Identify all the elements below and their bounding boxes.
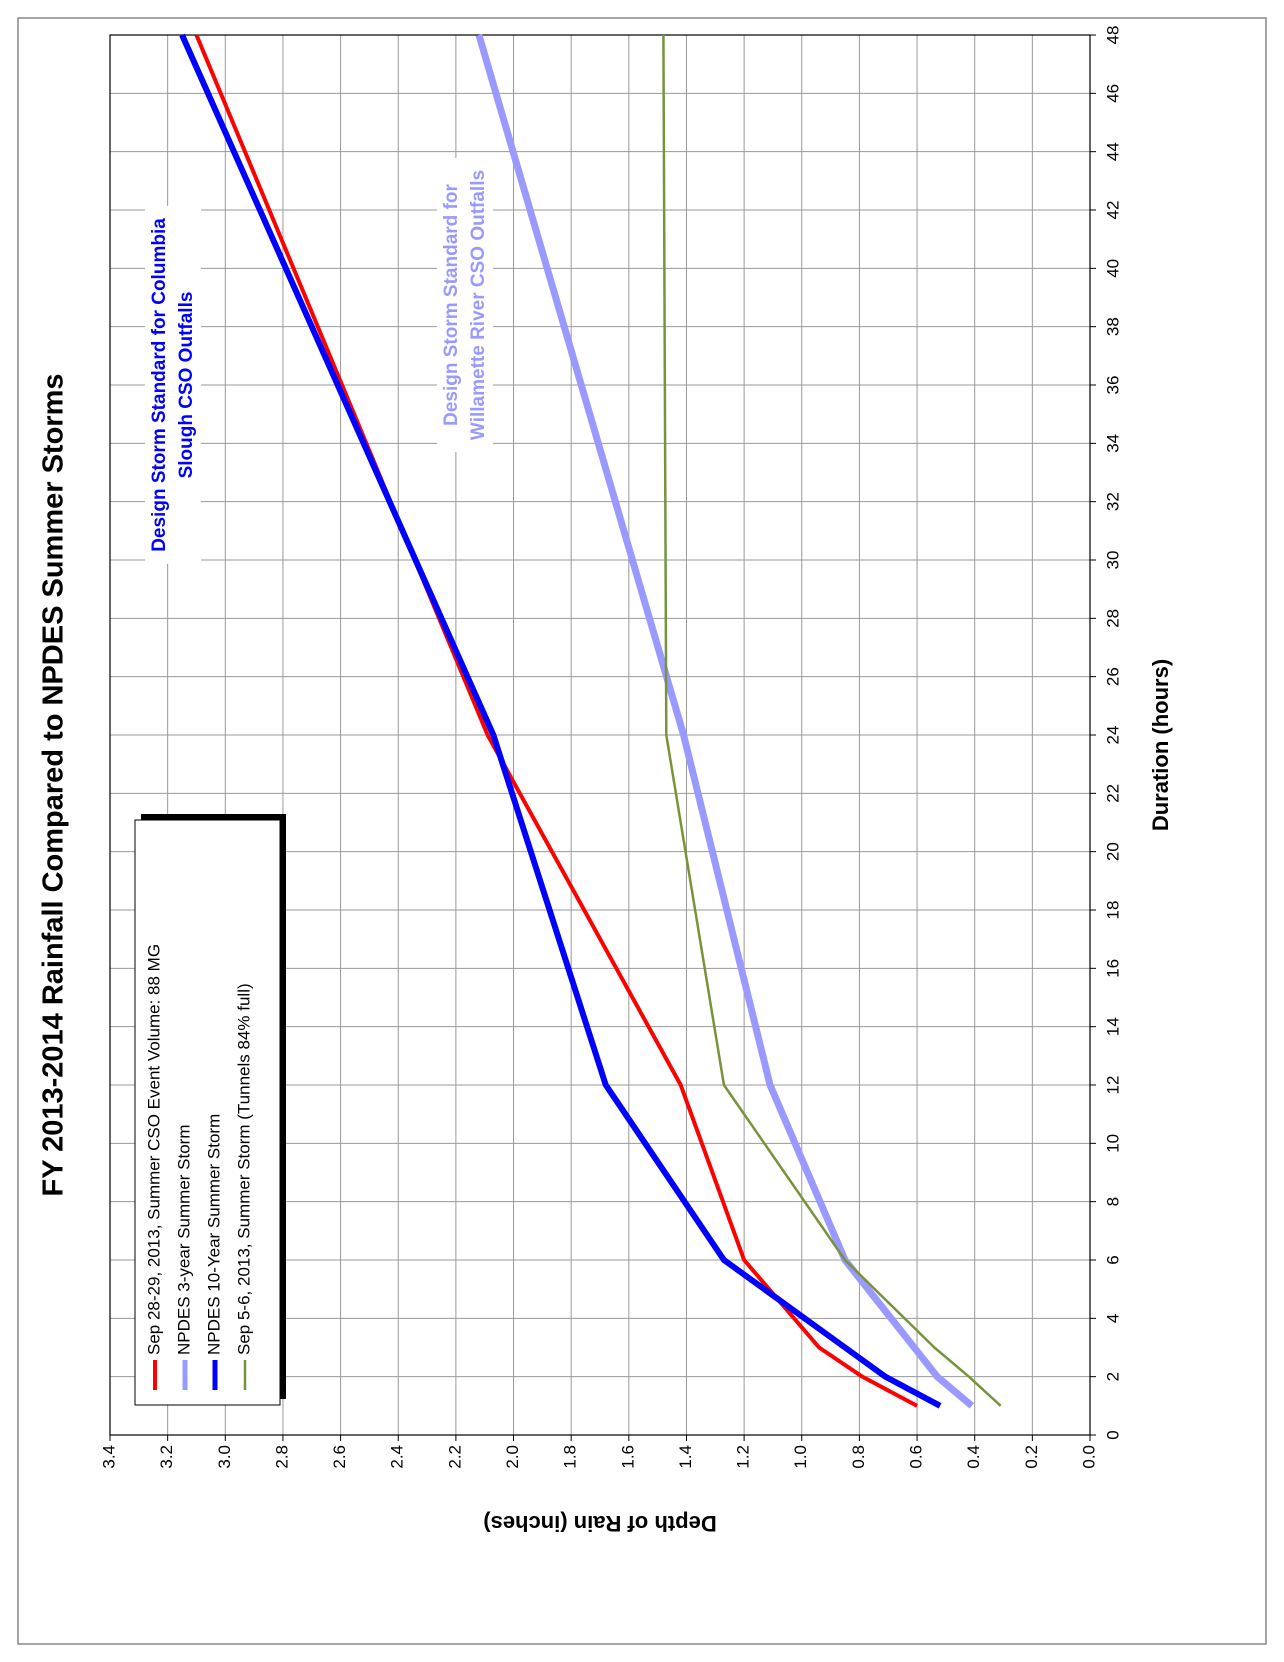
legend-label: Sep 5-6, 2013, Summer Storm (Tunnels 84%… — [234, 983, 253, 1355]
y-tick-label: 2.8 — [272, 1445, 291, 1469]
y-tick-label: 3.4 — [99, 1445, 118, 1469]
legend-label: NPDES 3-year Summer Storm — [174, 1125, 193, 1356]
x-tick-label: 16 — [1103, 959, 1122, 978]
y-axis-label: Depth of Rain (inches) — [483, 1511, 716, 1536]
x-tick-label: 46 — [1103, 84, 1122, 103]
annotation-text: Slough CSO Outfalls — [176, 292, 197, 479]
x-tick-label: 0 — [1103, 1430, 1122, 1439]
annotation: Design Storm Standard for Columbia Slough… — [145, 205, 202, 564]
annotation-bg — [145, 205, 202, 564]
y-tick-label: 1.8 — [561, 1445, 580, 1469]
series-line — [662, 34, 1002, 1407]
x-tick-label: 26 — [1103, 667, 1122, 686]
y-tick-label: 0.4 — [964, 1445, 983, 1469]
legend — [134, 819, 281, 1406]
y-tick-label: 2.4 — [388, 1445, 407, 1469]
x-tick-label: 14 — [1103, 1017, 1122, 1036]
x-tick-label: 42 — [1103, 201, 1122, 220]
annotation-text: Design Storm Standard for — [441, 184, 462, 426]
chart-title: FY 2013-2014 Rainfall Compared to NPDES … — [38, 373, 70, 1196]
x-tick-label: 40 — [1103, 259, 1122, 278]
y-tick-label: 3.0 — [215, 1445, 234, 1469]
plot-area — [109, 34, 1091, 1436]
legend-label: Sep 28-29, 2013, Summer CSO Event Volume… — [144, 944, 163, 1355]
x-tick-label: 32 — [1103, 492, 1122, 511]
x-tick-label: 28 — [1103, 609, 1122, 628]
x-tick-label: 38 — [1103, 317, 1122, 336]
legend-label: NPDES 10-Year Summer Storm — [204, 1114, 223, 1355]
x-axis-label: Duration (hours) — [1148, 659, 1173, 831]
series-line — [194, 34, 918, 1408]
x-tick-label: 20 — [1103, 842, 1122, 861]
x-tick-label: 48 — [1103, 26, 1122, 45]
x-tick-label: 10 — [1103, 1134, 1122, 1153]
y-tick-label: 1.0 — [791, 1445, 810, 1469]
frame — [17, 17, 1267, 1645]
x-tick-label: 4 — [1103, 1314, 1122, 1323]
x-tick-label: 8 — [1103, 1197, 1122, 1206]
x-tick-label: 18 — [1103, 901, 1122, 920]
x-tick-label: 44 — [1103, 142, 1122, 161]
x-tick-label: 6 — [1103, 1255, 1122, 1264]
x-tick-label: 30 — [1103, 551, 1122, 570]
y-tick-label: 1.4 — [676, 1445, 695, 1469]
x-tick-label: 34 — [1103, 434, 1122, 453]
annotation-text: Design Storm Standard for Columbia — [149, 218, 170, 552]
x-tick-label: 22 — [1103, 784, 1122, 803]
annotation: Design Storm Standard for Willamette Rive… — [437, 157, 494, 453]
y-tick-label: 1.2 — [734, 1445, 753, 1469]
y-tick-label: 0.6 — [907, 1445, 926, 1469]
y-tick-label: 0.0 — [1079, 1445, 1098, 1469]
y-tick-label: 2.0 — [503, 1445, 522, 1469]
annotation-bg — [437, 157, 494, 453]
y-tick-label: 0.2 — [1022, 1445, 1041, 1469]
x-tick-label: 2 — [1103, 1372, 1122, 1381]
annotation-text: Willamette River CSO Outfalls — [468, 170, 489, 440]
y-tick-label: 2.2 — [445, 1445, 464, 1469]
x-tick-label: 36 — [1103, 376, 1122, 395]
series-line — [179, 33, 942, 1409]
y-tick-label: 2.6 — [330, 1445, 349, 1469]
x-tick-label: 24 — [1103, 726, 1122, 745]
x-tick-label: 12 — [1103, 1076, 1122, 1095]
y-tick-label: 1.6 — [618, 1445, 637, 1469]
y-tick-label: 3.2 — [157, 1445, 176, 1469]
y-tick-label: 0.8 — [849, 1445, 868, 1469]
